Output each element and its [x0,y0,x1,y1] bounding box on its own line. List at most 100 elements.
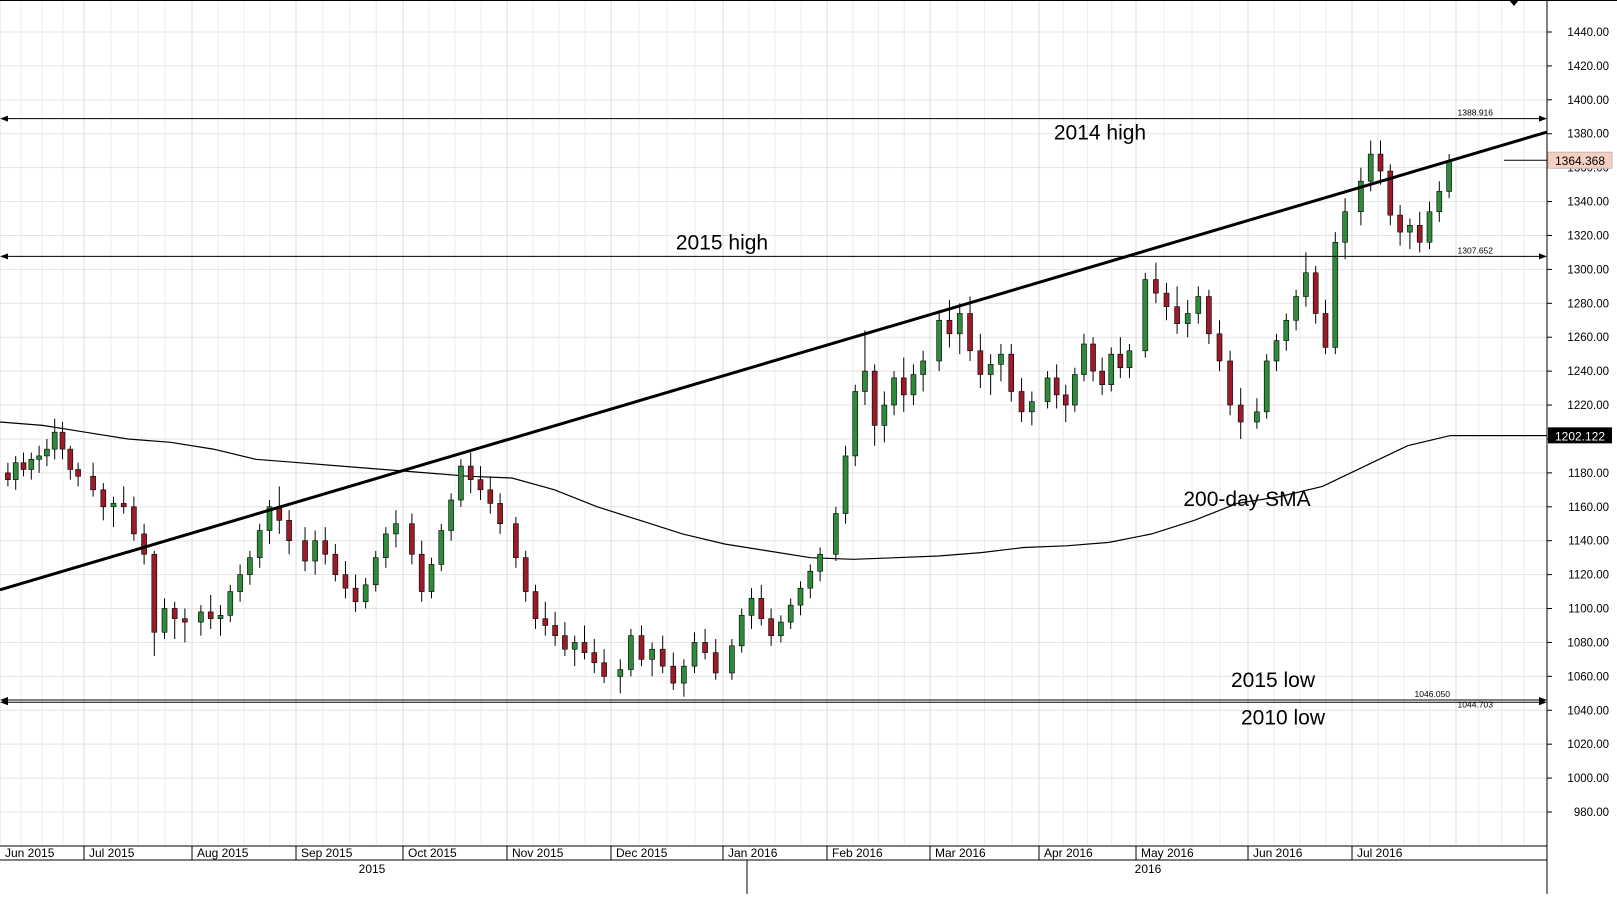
candle-body [227,591,234,616]
level-annotation: 2010 low [1241,706,1326,729]
x-month-label: Mar 2016 [935,846,986,860]
candle-body [217,615,224,619]
y-tick-label: 1000.00 [1567,773,1609,785]
candle-body [20,462,27,470]
candle-body [833,513,839,555]
candle-body [1090,343,1096,372]
candle-body [286,520,292,541]
candle-body [1184,313,1191,324]
x-month-label: Apr 2016 [1044,846,1093,860]
arrow-left-icon [0,699,8,706]
y-tick-label: 1240.00 [1567,366,1609,378]
level-annotation: 2015 low [1231,669,1316,692]
arrow-right-icon [1539,253,1547,260]
levels: 1388.916 1307.652 1046.050 1044.703 2014 hig… [0,108,1548,729]
trendline [0,130,1548,592]
candle-body [1163,292,1170,307]
candle-body [237,574,243,592]
arrow-right-icon [1539,699,1547,706]
candle-body [920,360,926,375]
candle-body [256,530,263,558]
candle-body [1008,353,1015,392]
candle-body [302,540,308,562]
candle-body [141,533,147,555]
sma-value-label: 1202.122 [1555,429,1605,443]
candle-body [1342,211,1348,243]
x-month-label: May 2016 [1141,846,1194,860]
candle-body [332,553,339,575]
candle-body [532,591,539,619]
candle-body [1416,225,1423,243]
candle-body [542,618,549,626]
candle-body [266,506,273,531]
level-value-label: 1044.703 [1458,699,1494,709]
candle-body [428,564,435,592]
candle-body [691,642,698,667]
candle-body [946,319,953,335]
candle-body [1126,350,1133,369]
candle-body [458,465,464,501]
candle-body [729,645,735,674]
last-price-label: 1364.368 [1555,154,1605,168]
candle-body [1062,394,1069,406]
x-month-label: Dec 2015 [616,846,668,860]
candle-body [581,642,588,653]
candle-body [1332,241,1339,348]
candle-body [497,503,503,525]
candle-body [1303,272,1309,297]
y-tick-label: 1040.00 [1567,705,1609,717]
candle-body [322,540,329,555]
y-tick-label: 1400.00 [1567,95,1609,107]
candle-body [1237,404,1244,423]
level-value-label: 1046.050 [1415,689,1451,699]
y-tick-label: 1380.00 [1567,129,1609,141]
candle-body [1153,279,1159,294]
candle-body [936,319,942,362]
candle-body [151,553,158,633]
candle-body [862,370,868,392]
candle-body [1117,353,1124,369]
candle-body [562,635,568,650]
candle-body [182,618,188,623]
x-month-label: Jun 2016 [1253,846,1303,860]
candle-body [712,652,719,674]
candle-body [552,625,558,636]
candle-body [738,615,745,647]
candle-body [352,587,359,603]
x-month-label: Oct 2015 [408,846,457,860]
y-tick-label: 1260.00 [1567,332,1609,344]
candle-body [748,598,755,616]
candle-body [987,364,994,375]
candle-body [891,377,897,406]
candle-body [487,489,494,504]
level-value-label: 1388.916 [1458,108,1494,118]
candle-body [44,448,50,457]
y-tick-label: 980.00 [1574,807,1609,819]
candle-body [1426,211,1433,243]
y-tick-label: 1420.00 [1567,61,1609,73]
candle-body [90,475,96,491]
sma-line [0,421,1547,560]
candle-body [1018,391,1025,413]
x-month-label: Jun 2015 [5,846,55,860]
candle-body [477,479,484,491]
level-annotation: 2014 high [1054,122,1146,145]
x-month-label: Feb 2016 [832,846,883,860]
candle-body [1053,377,1060,396]
arrow-left-icon [0,253,8,260]
candle-body [778,621,784,636]
candle-body [110,503,117,508]
candle-body [342,574,349,589]
candle-body [36,455,42,460]
candle-body [649,648,655,660]
candle-body [1387,170,1394,216]
candle-body [591,652,598,664]
x-month-label: Sep 2015 [301,846,353,860]
y-tick-label: 1100.00 [1568,604,1609,616]
y-tick-label: 1440.00 [1567,27,1609,39]
candle-body [1099,370,1105,385]
candle-body [120,503,127,508]
y-tick-label: 1060.00 [1567,671,1609,683]
